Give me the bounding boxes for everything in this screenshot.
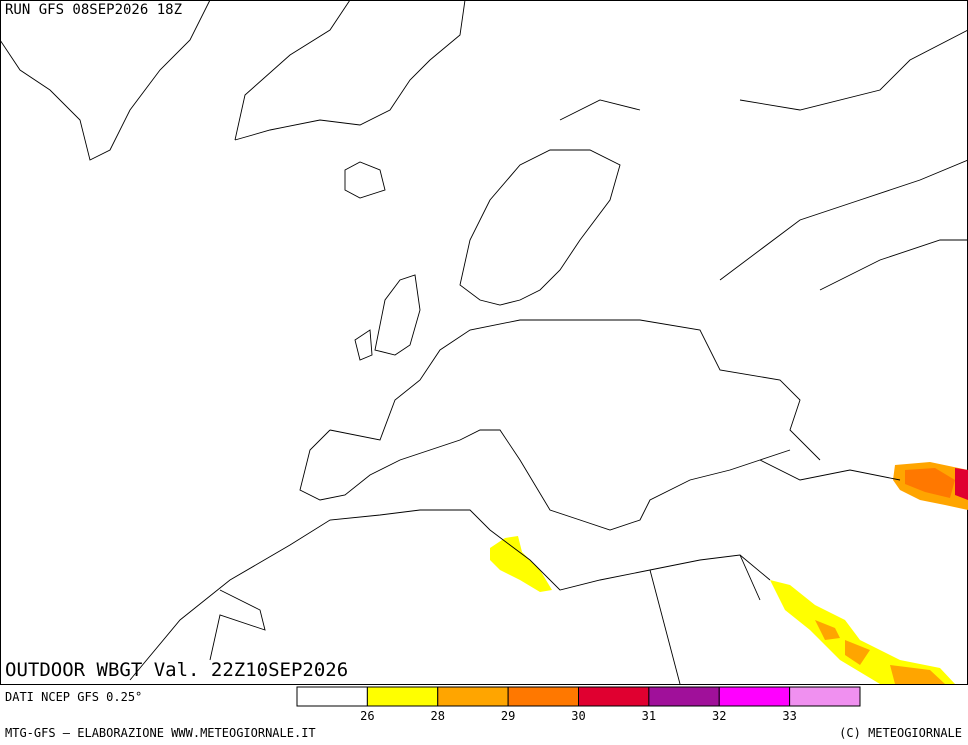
legend-swatch: [507, 686, 579, 707]
legend-label: 33: [782, 709, 796, 723]
wbgt-area: [490, 536, 552, 592]
canada-coast: [0, 0, 211, 161]
scandinavia: [459, 149, 621, 306]
africa-coast: [129, 509, 771, 681]
legend-swatch: [578, 686, 650, 707]
iceland: [344, 161, 386, 199]
legend-swatch: [296, 686, 368, 707]
legend-label: 28: [431, 709, 445, 723]
legend-label: 30: [571, 709, 585, 723]
greenland-coast: [234, 0, 466, 141]
legend-swatch: [789, 686, 861, 707]
wbgt-areas: [490, 462, 968, 684]
british-isles: [354, 274, 421, 361]
borders: [209, 99, 761, 685]
source-label: DATI NCEP GFS 0.25°: [5, 690, 142, 704]
wbgt-area: [815, 620, 945, 684]
color-legend: 26 28 29 30 31 32 33: [296, 686, 861, 723]
run-label: RUN GFS 08SEP2026 18Z: [5, 2, 182, 18]
legend-swatch: [648, 686, 720, 707]
wbgt-area: [955, 468, 968, 500]
legend-label: 26: [360, 709, 374, 723]
europe-coast: [299, 319, 821, 531]
legend-swatch: [718, 686, 791, 707]
coastlines: [0, 0, 968, 685]
wbgt-area: [770, 580, 955, 684]
legend-swatch: [437, 686, 509, 707]
asia-borders: [719, 29, 968, 481]
wbgt-area: [905, 468, 955, 498]
legend-label: 29: [501, 709, 515, 723]
footer-right: (C) METEOGIORNALE: [839, 726, 962, 740]
map-frame: [0, 0, 968, 685]
map-title: OUTDOOR WBGT Val. 22Z10SEP2026: [5, 659, 348, 681]
legend-swatch: [366, 686, 439, 707]
legend-label: 32: [712, 709, 726, 723]
legend-label: 31: [642, 709, 656, 723]
footer-left: MTG-GFS — ELABORAZIONE WWW.METEOGIORNALE…: [5, 726, 316, 740]
